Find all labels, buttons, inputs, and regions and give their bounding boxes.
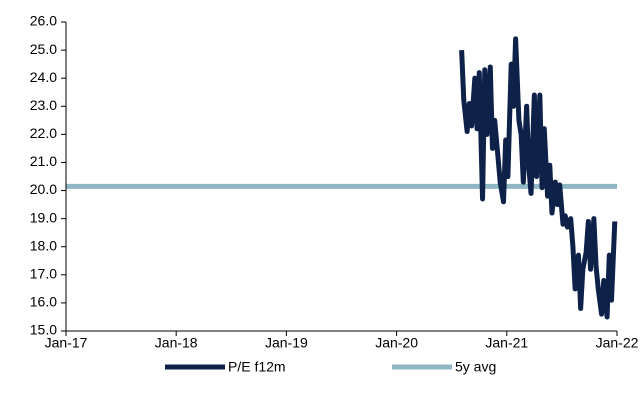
y-tick-label: 16.0 (30, 294, 57, 310)
y-tick-label: 22.0 (30, 125, 57, 141)
legend-label: P/E f12m (228, 359, 286, 375)
y-tick-label: 18.0 (30, 237, 57, 253)
y-tick-label: 20.0 (30, 181, 57, 197)
y-tick-label: 23.0 (30, 97, 57, 113)
x-tick-label: Jan-20 (375, 335, 418, 351)
x-tick-label: Jan-22 (596, 335, 639, 351)
legend-label: 5y avg (455, 359, 496, 375)
y-tick-label: 17.0 (30, 266, 57, 282)
series-line (459, 36, 618, 320)
x-tick-label: Jan-21 (485, 335, 528, 351)
y-tick-label: 24.0 (30, 69, 57, 85)
y-tick-label: 21.0 (30, 153, 57, 169)
x-tick-label: Jan-17 (45, 335, 88, 351)
x-tick-label: Jan-18 (155, 335, 198, 351)
x-tick-label: Jan-19 (265, 335, 308, 351)
y-tick-label: 19.0 (30, 209, 57, 225)
y-tick-label: 26.0 (30, 13, 57, 29)
y-tick-label: 25.0 (30, 41, 57, 57)
y-tick-label: 15.0 (30, 322, 57, 338)
